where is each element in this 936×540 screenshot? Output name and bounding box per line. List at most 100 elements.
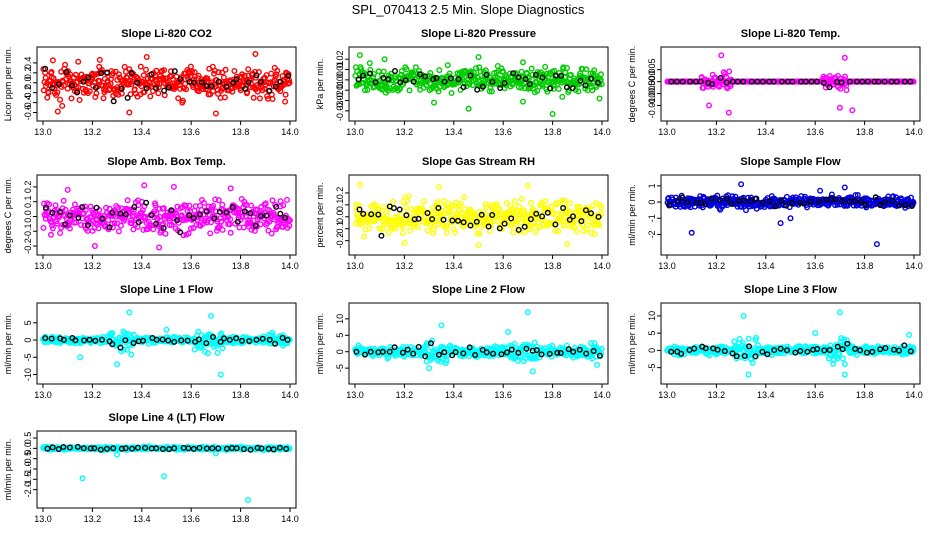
x-tick-label: 13.6 [806,261,824,271]
data-point [388,70,395,77]
y-tick-label: 0.005 [647,58,657,81]
reference-point [565,346,572,353]
y-axis-label: ml/min per min. [3,439,13,501]
data-point [137,63,144,70]
data-point [428,221,435,228]
reference-point [276,444,283,451]
x-tick-label: 13.0 [346,127,364,137]
x-tick-label: 14.0 [905,127,923,137]
reference-point [428,340,435,347]
data-point [598,209,605,216]
data-point [584,222,591,229]
reference-point [143,199,150,206]
x-tick-label: 13.2 [708,390,726,400]
data-point [71,201,78,208]
x-tick-label: 13.0 [658,390,676,400]
data-point [532,229,539,236]
data-point [429,337,436,344]
reference-point [784,347,791,354]
data-point [62,61,69,68]
reference-point [498,351,505,358]
y-tick-label: -0.2 [23,238,33,254]
data-point [470,69,477,76]
data-point [361,233,368,240]
reference-point [353,348,360,355]
data-point [418,205,425,212]
reference-point [257,212,264,219]
data-point [488,88,495,95]
reference-point [723,79,730,86]
data-point [511,207,518,214]
reference-point [452,349,459,356]
x-tick-label: 13.2 [84,390,102,400]
reference-point [472,352,479,359]
data-point [268,70,275,77]
data-point [180,232,187,239]
data-point [117,222,124,229]
reference-point [816,198,823,205]
data-point [185,230,192,237]
reference-point [195,336,202,343]
outlier-point [431,99,438,106]
data-point [204,75,211,82]
reference-point [367,348,374,355]
reference-point [165,84,172,91]
reference-point [109,341,116,348]
data-point [261,85,268,92]
reference-point [86,336,93,343]
reference-point [49,84,56,91]
data-point [130,226,137,233]
data-points [664,309,917,378]
data-point [515,203,522,210]
reference-point [266,336,273,343]
reference-point [527,216,534,223]
data-point [75,58,82,65]
outlier-point [126,309,133,316]
data-point [219,226,226,233]
data-point [854,191,861,198]
x-tick-label: 14.0 [593,127,611,137]
data-point [161,92,168,99]
data-point [736,335,743,342]
data-point [458,210,465,217]
data-point [127,332,134,339]
reference-point [84,222,91,229]
data-point [830,360,837,367]
reference-point [544,209,551,216]
data-point [66,225,73,232]
reference-points [356,203,602,239]
data-point [512,70,519,77]
reference-point [122,211,129,218]
data-point [214,349,221,356]
data-point [92,71,99,78]
reference-point [129,445,136,452]
reference-point [270,446,277,453]
data-point [528,65,535,72]
reference-point [283,445,290,452]
reference-point [185,445,192,452]
data-point [443,229,450,236]
outlier-point [114,361,121,368]
reference-point [594,79,601,86]
reference-point [778,78,785,85]
data-point [230,76,237,83]
data-point [552,228,559,235]
reference-point [474,86,481,93]
reference-point [386,348,393,355]
data-point [54,89,61,96]
outlier-point [688,229,695,236]
reference-point [724,195,731,202]
reference-points [353,340,603,360]
x-tick-label: 13.8 [232,261,250,271]
reference-point [570,213,577,220]
panel-title: Slope Gas Stream RH [422,156,535,168]
data-point [841,361,848,368]
reference-point [68,82,75,89]
outlier-point [520,98,527,105]
data-point [162,230,169,237]
reference-point [557,350,564,357]
data-point [231,67,238,74]
reference-point [355,76,362,83]
data-point [134,223,141,230]
panel-title: Slope Amb. Box Temp. [107,156,226,168]
